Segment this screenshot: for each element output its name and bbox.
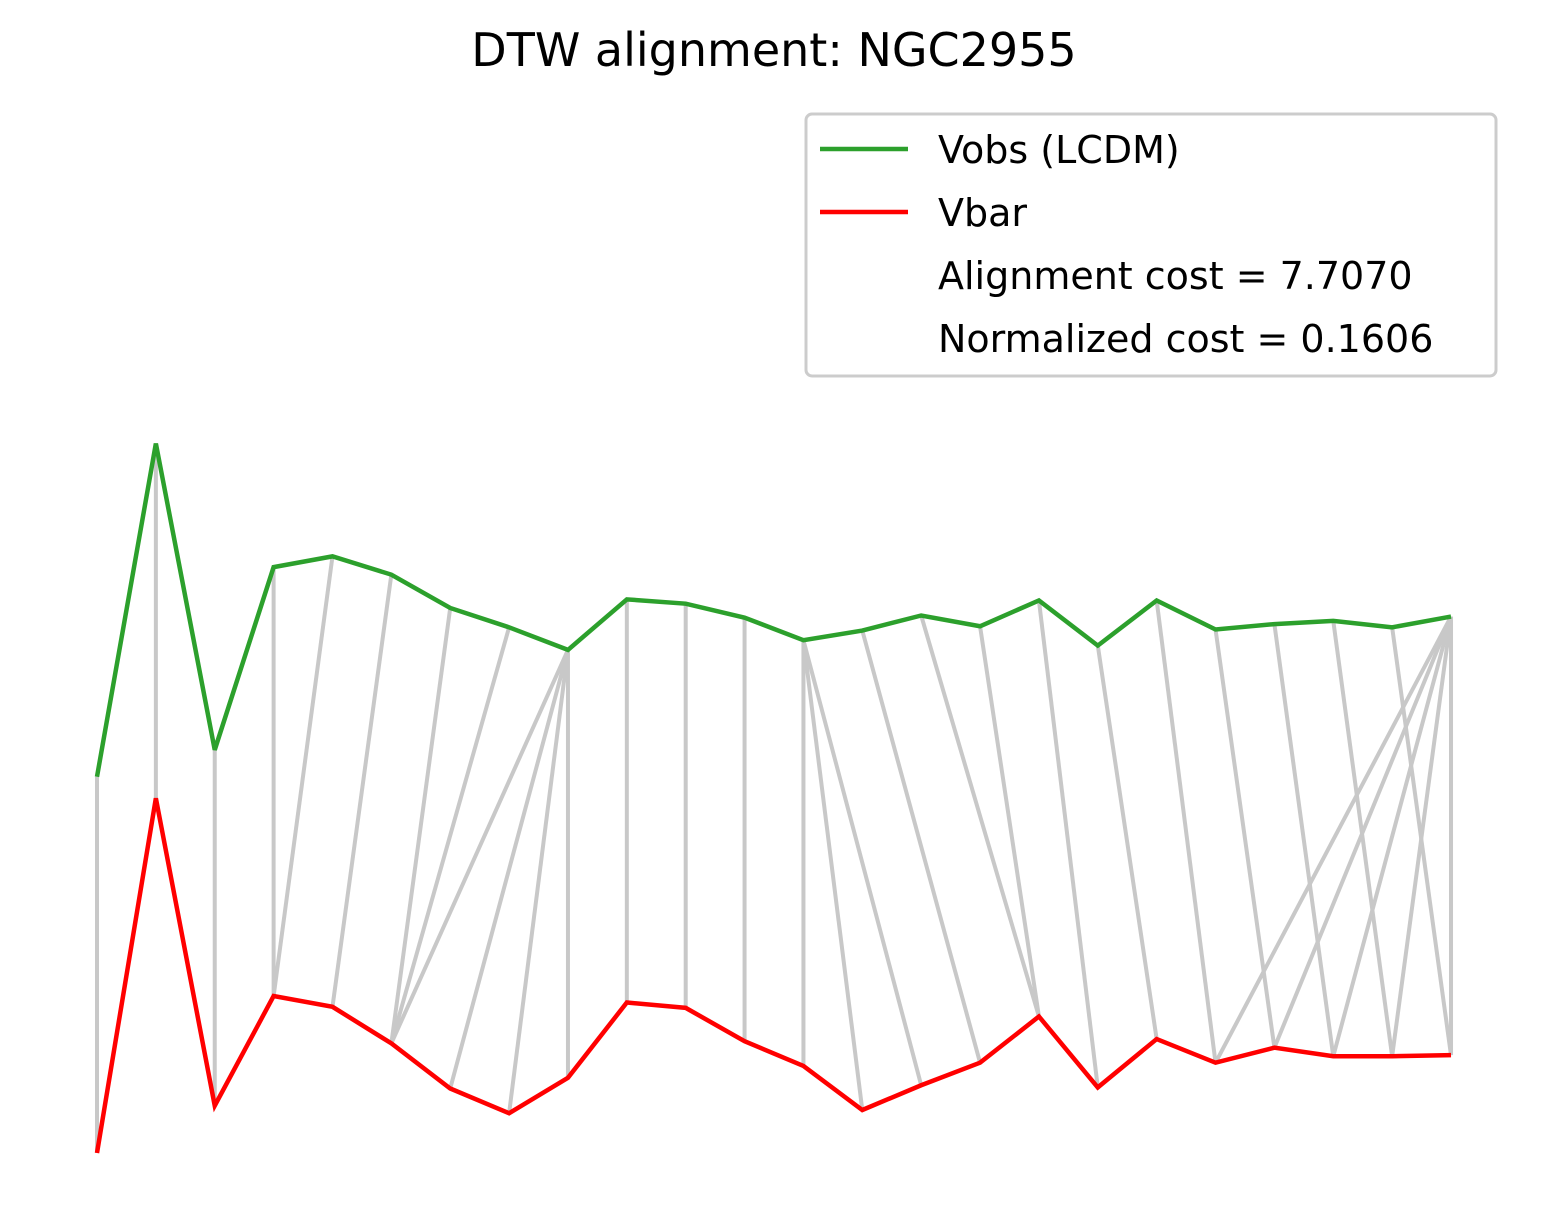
alignment-line-23 [1154, 600, 1218, 1063]
legend-label-3: Normalized cost = 0.1606 [938, 317, 1433, 361]
series-line-vbar [94, 797, 1452, 1154]
alignment-lines [95, 443, 1454, 1153]
series-line-vobs [94, 443, 1452, 778]
alignment-line-8 [389, 649, 570, 1045]
legend-label-2: Alignment cost = 7.7070 [938, 254, 1413, 298]
alignment-line-18 [860, 630, 982, 1064]
alignment-line-30 [1331, 616, 1453, 1057]
alignment-line-6 [389, 607, 453, 1044]
alignment-line-26 [1331, 620, 1395, 1057]
alignment-line-4 [271, 556, 335, 997]
alignment-line-19 [919, 614, 1041, 1018]
alignment-line-7 [389, 626, 512, 1044]
series-lines [94, 443, 1452, 1154]
legend-label-0: Vobs (LCDM) [938, 128, 1180, 172]
alignment-line-5 [330, 574, 394, 1008]
alignment-line-22 [1095, 645, 1159, 1040]
legend: Vobs (LCDM) Vbar Alignment cost = 7.7070 No… [804, 112, 1498, 378]
alignment-line-16 [801, 639, 865, 1111]
legend-label-1: Vbar [938, 191, 1027, 235]
alignment-line-31 [1272, 615, 1453, 1049]
alignment-line-32 [1213, 615, 1453, 1064]
alignment-line-10 [507, 649, 570, 1114]
alignment-line-24 [1213, 629, 1277, 1048]
alignment-line-17 [801, 639, 924, 1086]
alignment-line-21 [1036, 600, 1100, 1088]
alignment-line-29 [1390, 616, 1453, 1057]
legend-frame [804, 112, 1498, 378]
alignment-line-20 [978, 625, 1041, 1017]
alignment-line-9 [448, 649, 570, 1090]
legend-items: Vobs (LCDM) Vbar Alignment cost = 7.7070 No… [820, 128, 1433, 361]
alignment-line-25 [1272, 623, 1336, 1057]
chart-title: DTW alignment: NGC2955 [471, 23, 1076, 77]
